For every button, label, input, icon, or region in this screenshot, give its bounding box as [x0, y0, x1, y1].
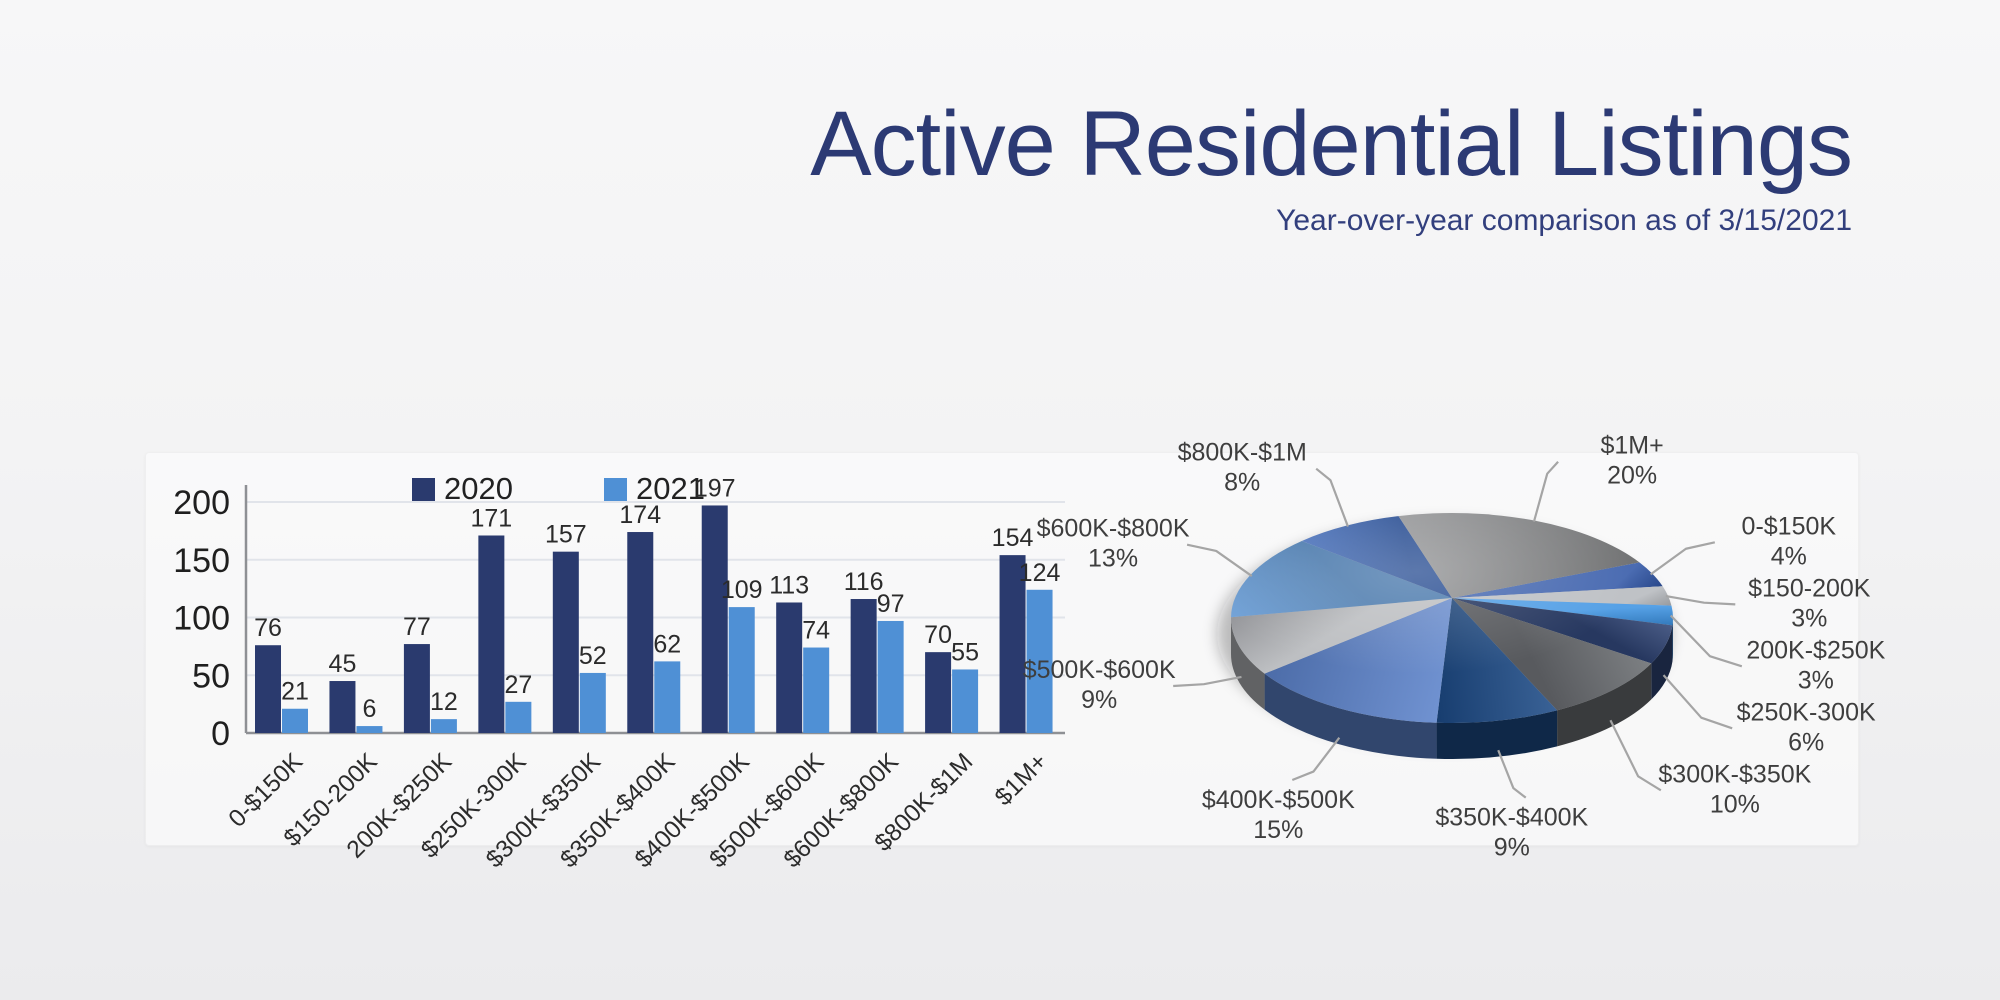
- leader-line: [1662, 674, 1733, 730]
- bar-2020: [478, 535, 505, 733]
- pie-label: $250K-300K 6%: [1737, 698, 1876, 756]
- pie-slice-side: [1557, 663, 1652, 747]
- pie-slice-side: [1231, 618, 1265, 710]
- leader-line: [1497, 749, 1527, 799]
- bar-value-label: 45: [329, 650, 357, 678]
- pie-slice-side: [1672, 618, 1673, 662]
- bar-value-label: 197: [694, 474, 736, 502]
- leader-line: [1315, 467, 1349, 527]
- pie-slice-side: [1651, 625, 1673, 700]
- leader-line: [1609, 719, 1662, 792]
- pie-label: $350K-$400K 9%: [1435, 804, 1588, 862]
- legend-label: 2020: [444, 471, 513, 506]
- bar-2021: [952, 669, 979, 733]
- pie-label: $150-200K 3%: [1748, 574, 1871, 632]
- y-axis-tick-label: 50: [192, 657, 230, 695]
- legend-swatch-2020: [412, 478, 435, 501]
- bar-2021: [803, 647, 830, 733]
- bar-value-label: 12: [430, 688, 458, 716]
- pie-label: 0-$150K 4%: [1742, 512, 1837, 570]
- bar-value-label: 74: [802, 617, 830, 645]
- bar-value-label: 174: [619, 501, 661, 529]
- bar-value-label: 109: [721, 576, 763, 604]
- bar-2021: [728, 607, 755, 733]
- bar-2020: [552, 551, 579, 733]
- bar-value-label: 113: [769, 571, 809, 599]
- leader-line: [1291, 737, 1341, 782]
- leader-line: [1532, 460, 1559, 522]
- bar-value-label: 157: [545, 521, 587, 549]
- legend-swatch-2021: [604, 478, 627, 501]
- pie-sheen: [1231, 513, 1673, 723]
- bar-2021: [282, 708, 308, 733]
- leader-line: [1669, 614, 1743, 668]
- legend-item: 2020: [412, 471, 513, 506]
- bar-value-label: 55: [951, 638, 979, 666]
- bar-2021: [430, 719, 457, 733]
- pie-label: $400K-$500K 15%: [1202, 786, 1355, 844]
- bar-2021: [579, 672, 606, 733]
- pie-label: $800K-$1M 8%: [1178, 439, 1307, 497]
- pie-label: $300K-$350K 10%: [1658, 760, 1811, 818]
- bar-2020: [701, 505, 728, 733]
- bar-value-label: 97: [877, 590, 905, 618]
- bar-value-label: 124: [1019, 559, 1061, 587]
- y-axis-tick-label: 150: [173, 542, 230, 580]
- leader-line: [1649, 541, 1716, 576]
- bar-2020: [776, 602, 803, 733]
- leader-line: [1186, 543, 1253, 577]
- bar-2021: [1026, 589, 1053, 733]
- header: Active Residential Listings Year-over-ye…: [810, 92, 1853, 238]
- leader-line: [1173, 675, 1242, 688]
- y-axis-tick-label: 200: [173, 484, 230, 522]
- bar-2020: [627, 532, 654, 733]
- bar-2021: [356, 726, 383, 733]
- bar-value-label: 77: [403, 613, 431, 641]
- leader-line: [1665, 594, 1736, 606]
- bar-value-label: 171: [471, 504, 513, 532]
- legend-item: 2021: [604, 471, 705, 506]
- bar-value-label: 116: [844, 568, 884, 596]
- y-axis-tick-label: 0: [211, 715, 230, 753]
- page-title: Active Residential Listings: [810, 93, 1853, 195]
- bar-value-label: 6: [363, 695, 377, 723]
- bar-value-label: 154: [992, 524, 1034, 552]
- bar-2020: [403, 644, 430, 733]
- bar-value-label: 21: [281, 678, 309, 706]
- pie-label: $1M+ 20%: [1600, 432, 1663, 490]
- bar-value-label: 70: [924, 621, 952, 649]
- bar-2021: [654, 661, 681, 733]
- bar-2020: [329, 681, 356, 733]
- bar-2021: [877, 620, 904, 733]
- bar-value-label: 76: [254, 614, 282, 642]
- legend-label: 2021: [636, 471, 705, 506]
- y-axis-tick-label: 100: [173, 600, 230, 638]
- bar-2020: [999, 555, 1026, 733]
- pie-label: $500K-$600K 9%: [1023, 656, 1176, 714]
- bar-2021: [505, 701, 532, 733]
- bar-value-label: 27: [504, 671, 532, 699]
- bar-value-label: 62: [653, 630, 681, 658]
- pie-label: $600K-$800K 13%: [1037, 515, 1190, 573]
- bar-value-label: 52: [579, 642, 607, 670]
- bar-2020: [255, 645, 281, 733]
- pie-slice-side: [1436, 710, 1558, 759]
- page-subtitle: Year-over-year comparison as of 3/15/202…: [1276, 203, 1852, 237]
- bar-2020: [925, 652, 952, 733]
- pie-slice-side: [1264, 673, 1437, 759]
- pie-chart: 0-$150K 4%$150-200K 3%200K-$250K 3%$250K-30…: [1023, 432, 1886, 862]
- pie-label: 200K-$250K 3%: [1746, 636, 1885, 694]
- bar-2020: [850, 599, 877, 733]
